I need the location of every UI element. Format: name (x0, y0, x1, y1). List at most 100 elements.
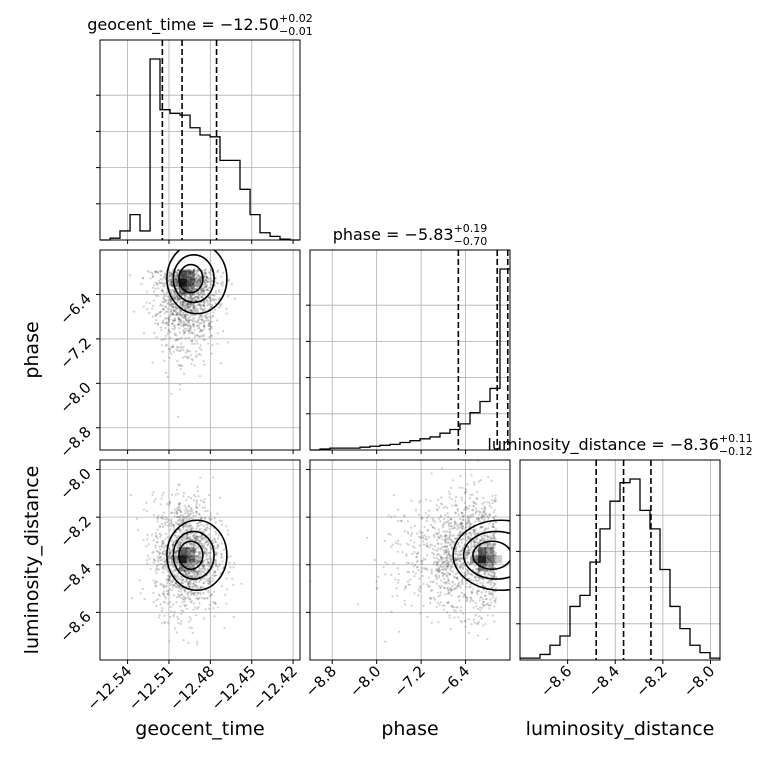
sample-point (485, 515, 488, 518)
sample-point (153, 331, 156, 334)
sample-point (445, 550, 448, 553)
sample-point (190, 575, 193, 578)
sample-point (183, 331, 186, 334)
sample-point (184, 308, 187, 311)
sample-point (195, 558, 198, 562)
sample-point (429, 543, 432, 546)
sample-point (149, 567, 152, 571)
sample-point (201, 269, 204, 272)
sample-point (182, 527, 185, 530)
sample-point (201, 578, 204, 581)
sample-point (462, 561, 465, 565)
sample-point (446, 561, 449, 564)
sample-point (216, 512, 219, 515)
sample-point (375, 580, 378, 583)
sample-point (190, 524, 193, 527)
sample-point (184, 304, 187, 307)
sample-point (492, 575, 496, 578)
sample-point (188, 566, 191, 569)
sample-point (477, 520, 480, 523)
sample-point (182, 329, 185, 332)
sample-point (187, 270, 191, 273)
sample-point (198, 504, 201, 507)
contour-level-2 (172, 254, 215, 304)
sample-point (178, 543, 182, 546)
sample-point (442, 561, 445, 565)
sample-point (484, 594, 487, 597)
sample-point (199, 292, 202, 295)
sample-point (209, 518, 212, 522)
sample-point (458, 557, 461, 561)
sample-point (416, 532, 419, 535)
sample-point (455, 545, 458, 548)
sample-point (421, 574, 424, 578)
sample-point (203, 577, 206, 580)
sample-point (179, 509, 182, 512)
sample-point (217, 534, 220, 537)
sample-point (169, 278, 173, 281)
sample-point (167, 602, 170, 605)
sample-point (184, 315, 187, 319)
sample-point (174, 569, 177, 572)
sample-point (201, 293, 204, 296)
sample-point (171, 305, 174, 308)
sample-point (170, 352, 173, 356)
sample-point (171, 544, 175, 547)
sample-point (180, 302, 183, 306)
sample-point (187, 528, 190, 531)
sample-point (466, 561, 470, 565)
sample-point (159, 273, 162, 277)
sample-point (208, 324, 211, 327)
sample-point (482, 600, 486, 604)
sample-point (225, 312, 228, 315)
sample-point (189, 551, 192, 554)
sample-point (152, 579, 155, 582)
ytick-label: −8.6 (56, 607, 94, 645)
sample-point (172, 306, 175, 309)
sample-point (162, 590, 166, 593)
sample-point (457, 526, 461, 530)
sample-point (162, 593, 166, 596)
sample-point (170, 610, 173, 613)
sample-point (194, 299, 197, 302)
sample-point (210, 276, 213, 280)
sample-point (173, 534, 176, 537)
sample-point (440, 547, 443, 550)
sample-point (216, 270, 219, 273)
sample-point (192, 593, 195, 596)
sample-point (179, 313, 182, 317)
sample-point (175, 550, 179, 553)
sample-point (169, 282, 172, 285)
sample-point (169, 524, 172, 528)
sample-point (455, 495, 458, 499)
sample-point (189, 273, 192, 276)
sample-point (215, 282, 219, 285)
sample-point (467, 518, 470, 521)
sample-point (197, 606, 200, 609)
sample-point (216, 319, 219, 322)
sample-point (444, 581, 447, 584)
sample-point (211, 303, 214, 307)
sample-point (449, 566, 453, 569)
sample-point (177, 595, 181, 598)
sample-point (180, 510, 183, 514)
sample-point (203, 517, 206, 520)
sample-point (155, 534, 158, 538)
sample-point (450, 542, 453, 545)
sample-point (170, 589, 173, 592)
sample-point (446, 553, 449, 556)
density-cell (186, 278, 195, 287)
sample-point (410, 499, 413, 502)
sample-point (186, 537, 189, 540)
sample-point (478, 511, 482, 514)
sample-point (436, 508, 439, 511)
sample-point (216, 552, 219, 555)
sample-point (191, 631, 194, 634)
sample-point (420, 531, 423, 535)
sample-point (492, 543, 495, 546)
sample-point (197, 571, 200, 574)
sample-point (175, 601, 178, 604)
sample-point (178, 523, 181, 526)
sample-point (155, 604, 158, 608)
sample-point (450, 565, 453, 568)
